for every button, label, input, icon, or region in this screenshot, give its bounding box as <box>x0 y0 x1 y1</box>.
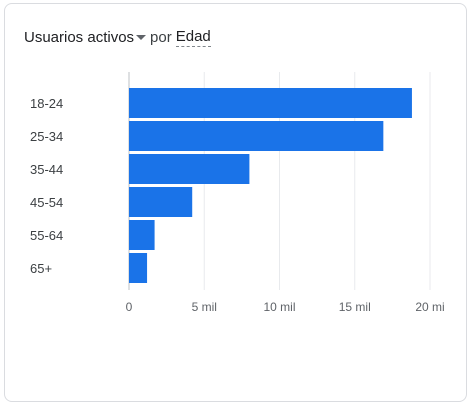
dimension-selector[interactable]: Edad <box>175 27 211 47</box>
x-tick-label: 5 mil <box>192 300 217 314</box>
category-label: 18-24 <box>30 96 63 111</box>
bar-35-44[interactable] <box>129 154 250 184</box>
connector-text: por <box>150 28 172 46</box>
category-label: 35-44 <box>30 162 63 177</box>
metric-label: Usuarios activos <box>24 28 135 46</box>
bar-45-54[interactable] <box>129 187 193 217</box>
bars <box>129 88 412 283</box>
bar-55-64[interactable] <box>129 220 155 250</box>
x-tick-label: 0 <box>126 300 133 314</box>
caret-down-icon[interactable] <box>136 34 147 40</box>
bar-18-24[interactable] <box>129 88 412 118</box>
category-label: 65+ <box>30 261 52 276</box>
x-tick-label: 10 mil <box>263 300 295 314</box>
category-labels: 18-24 25-34 35-44 45-54 55-64 65+ <box>30 96 63 276</box>
bar-25-34[interactable] <box>129 121 384 151</box>
metric-selector[interactable]: Usuarios activos <box>24 29 150 46</box>
bar-65+[interactable] <box>129 253 148 283</box>
x-tick-labels: 0 5 mil 10 mil 15 mil 20 mi <box>126 300 445 314</box>
category-label: 45-54 <box>30 195 63 210</box>
chart-header: Usuarios activos por Edad <box>24 26 211 48</box>
x-tick-label: 15 mil <box>339 300 371 314</box>
category-label: 55-64 <box>30 228 63 243</box>
x-tick-label: 20 mi <box>415 300 444 314</box>
category-label: 25-34 <box>30 129 63 144</box>
chart-card <box>4 3 467 402</box>
